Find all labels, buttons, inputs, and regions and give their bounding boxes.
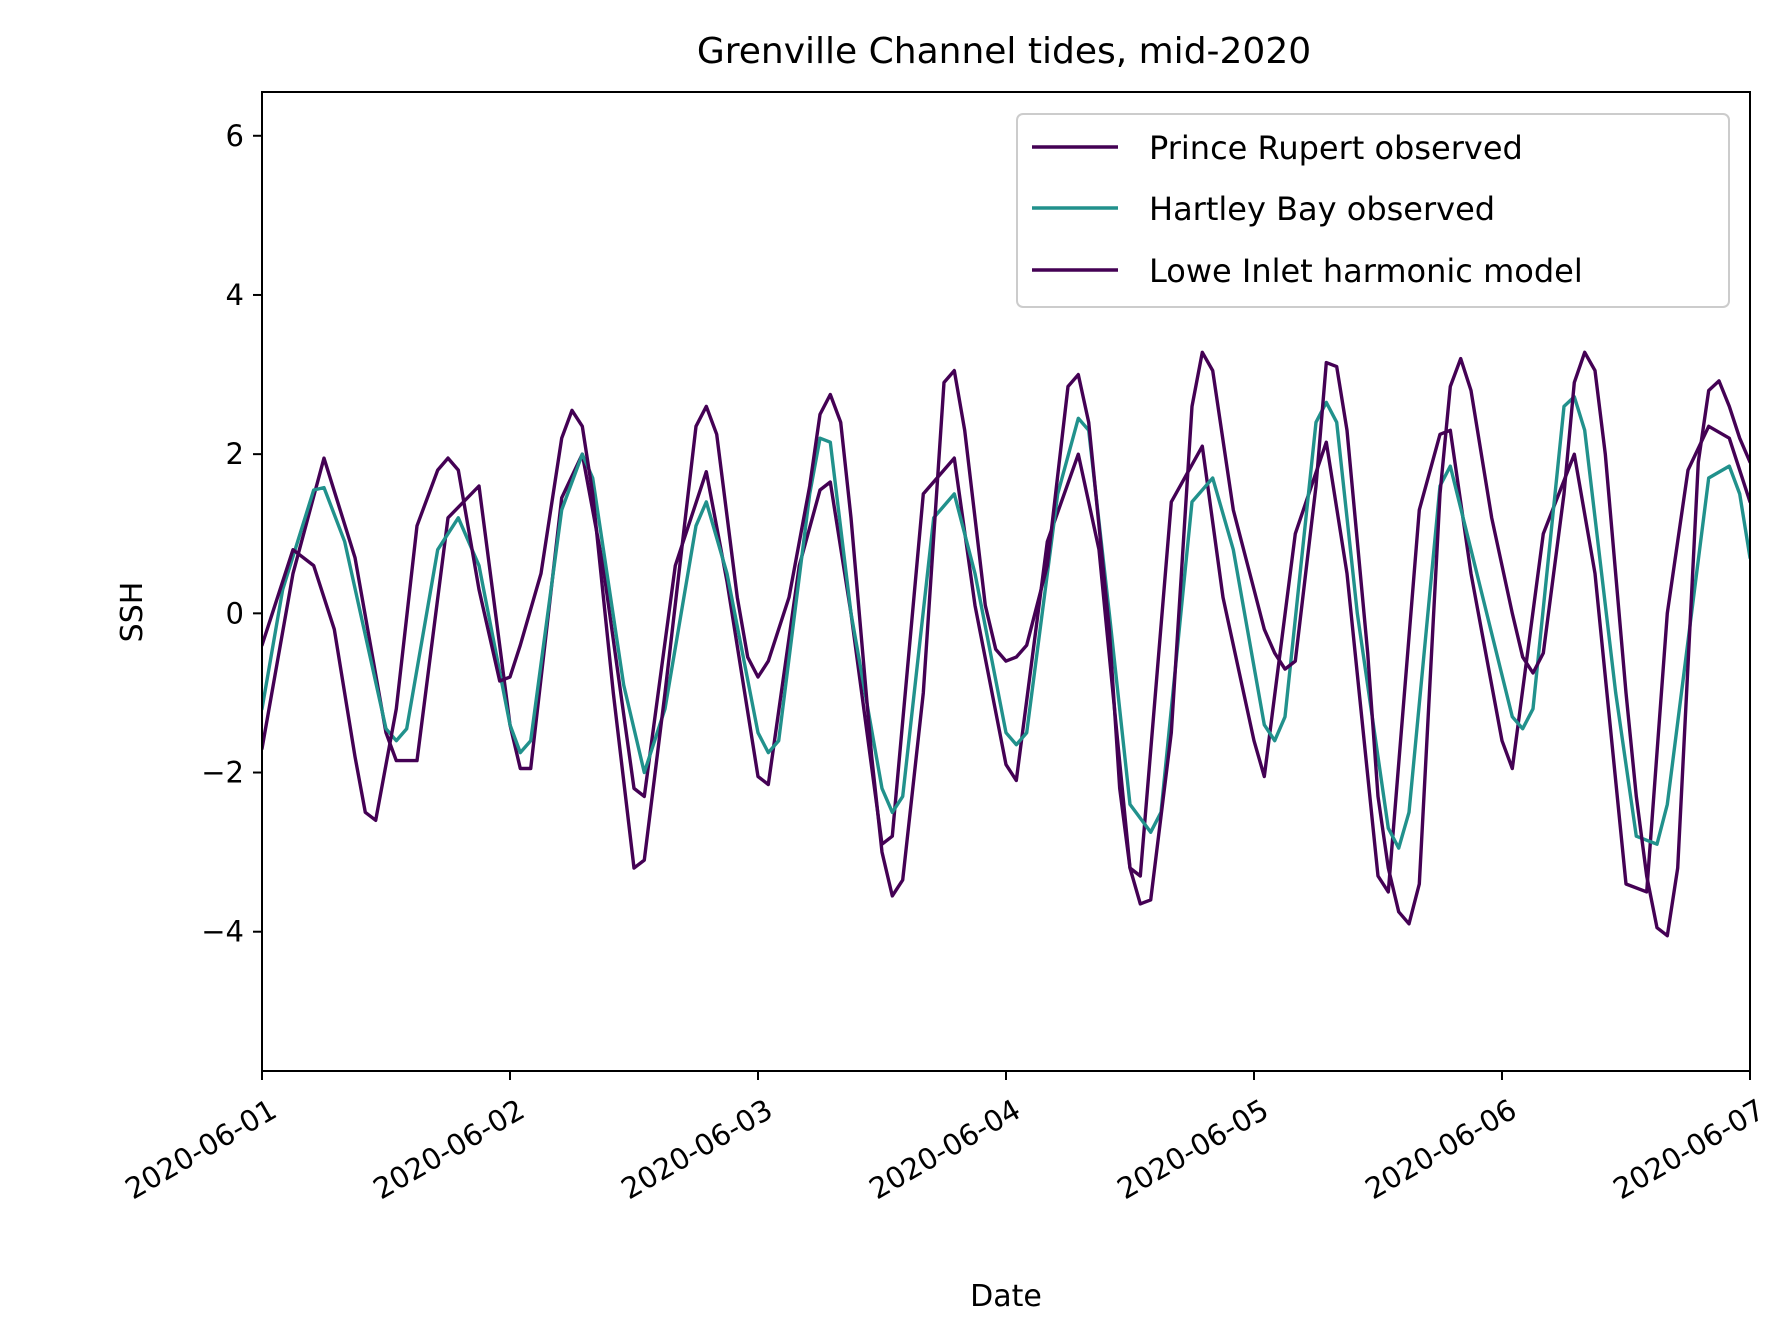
series-line-0 (262, 424, 1750, 894)
y-tick-label-2: 2 (226, 437, 244, 471)
y-axis-label: SSH (115, 582, 150, 643)
legend-label-hartley-bay: Hartley Bay observed (1149, 190, 1495, 228)
chart-title: Grenville Channel tides, mid-2020 (697, 31, 1311, 72)
y-tick-label-1: 4 (226, 278, 244, 312)
y-axis: 6 4 2 0 −2 −4 (201, 119, 262, 949)
x-axis-label: Date (970, 1279, 1042, 1314)
series-line-2 (262, 350, 1750, 938)
legend-box (1016, 113, 1730, 308)
legend-label-prince-rupert: Prince Rupert observed (1149, 129, 1523, 167)
legend: Prince Rupert observed Hartley Bay obser… (1016, 113, 1730, 308)
y-tick-label-5: −4 (201, 915, 244, 949)
legend-label-lowe-inlet: Lowe Inlet harmonic model (1149, 252, 1583, 290)
series-line-1 (262, 395, 1750, 850)
y-tick-label-0: 6 (226, 119, 244, 153)
series-layer (262, 350, 1750, 938)
y-tick-label-3: 0 (226, 596, 244, 630)
y-tick-label-4: −2 (201, 756, 244, 790)
